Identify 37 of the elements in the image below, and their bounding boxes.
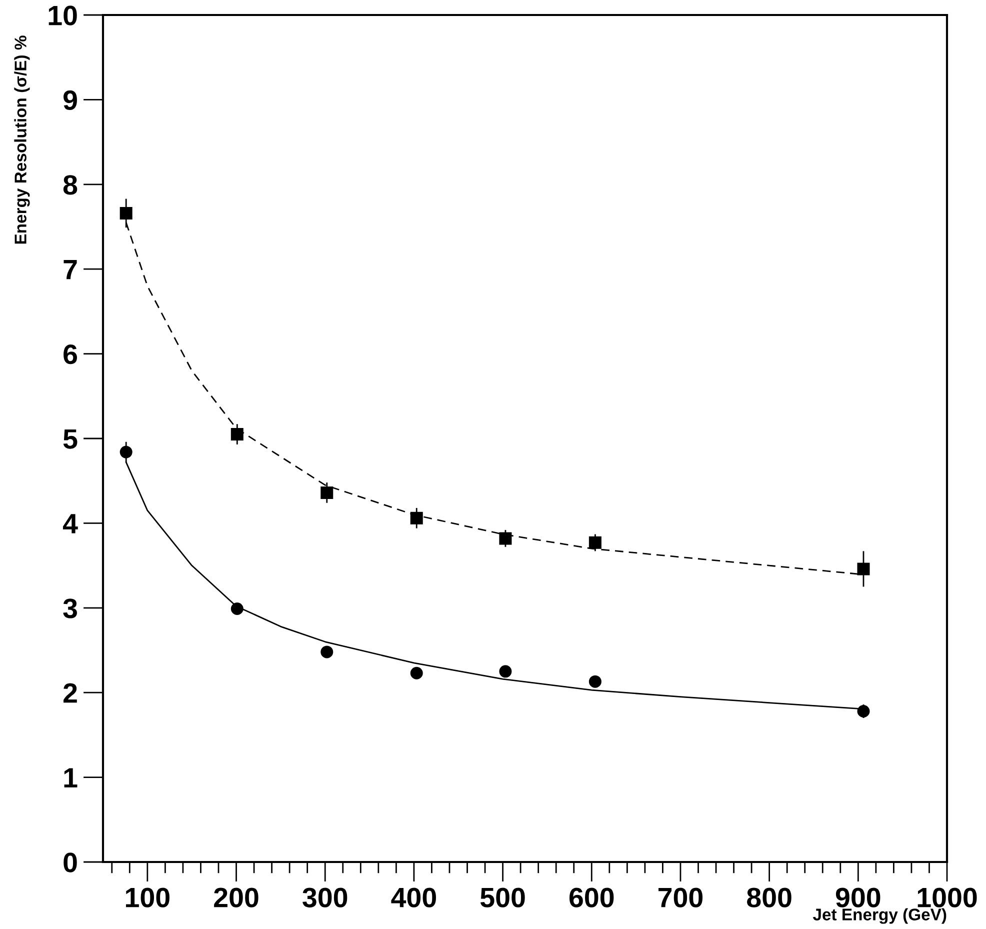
x-tick-label: 400 <box>391 888 436 908</box>
y-tick-label: 6 <box>64 344 77 364</box>
point <box>857 562 870 576</box>
y-tick-label: 8 <box>63 175 78 195</box>
x-tick-label: 800 <box>747 888 792 908</box>
x-tick-label: 600 <box>569 888 614 908</box>
y-tick-label: 10 <box>48 6 77 26</box>
y-axis-title: Energy Resolution (σ/E) % <box>14 36 30 244</box>
y-tick-label: 4 <box>62 514 78 534</box>
y-tick-label: 2 <box>64 683 77 703</box>
x-tick-label: 500 <box>480 888 525 908</box>
x-tick-label: 300 <box>302 888 348 908</box>
y-tick-label: 1 <box>64 768 78 788</box>
point <box>120 446 132 458</box>
point <box>320 486 334 499</box>
y-tick-label: 3 <box>63 598 77 618</box>
point <box>857 704 870 718</box>
point <box>410 666 423 680</box>
point <box>588 675 602 688</box>
y-tick-label: 5 <box>63 429 78 449</box>
point <box>120 206 132 220</box>
point <box>230 602 244 615</box>
y-tick-label: 0 <box>64 852 77 872</box>
x-tick-label: 200 <box>214 888 258 908</box>
y-tick-label: 7 <box>64 260 77 280</box>
point <box>499 665 512 678</box>
x-tick-label: 100 <box>126 888 170 908</box>
point <box>230 428 244 441</box>
x-axis-title: Jet Energy (GeV) <box>812 908 946 924</box>
point <box>320 646 334 658</box>
point <box>588 536 602 549</box>
point <box>499 532 512 545</box>
point <box>410 512 423 524</box>
y-tick-label: 9 <box>64 90 77 110</box>
x-tick-label: 1000 <box>918 888 977 908</box>
x-tick-label: 700 <box>658 888 703 908</box>
x-tick-label: 900 <box>836 888 880 908</box>
